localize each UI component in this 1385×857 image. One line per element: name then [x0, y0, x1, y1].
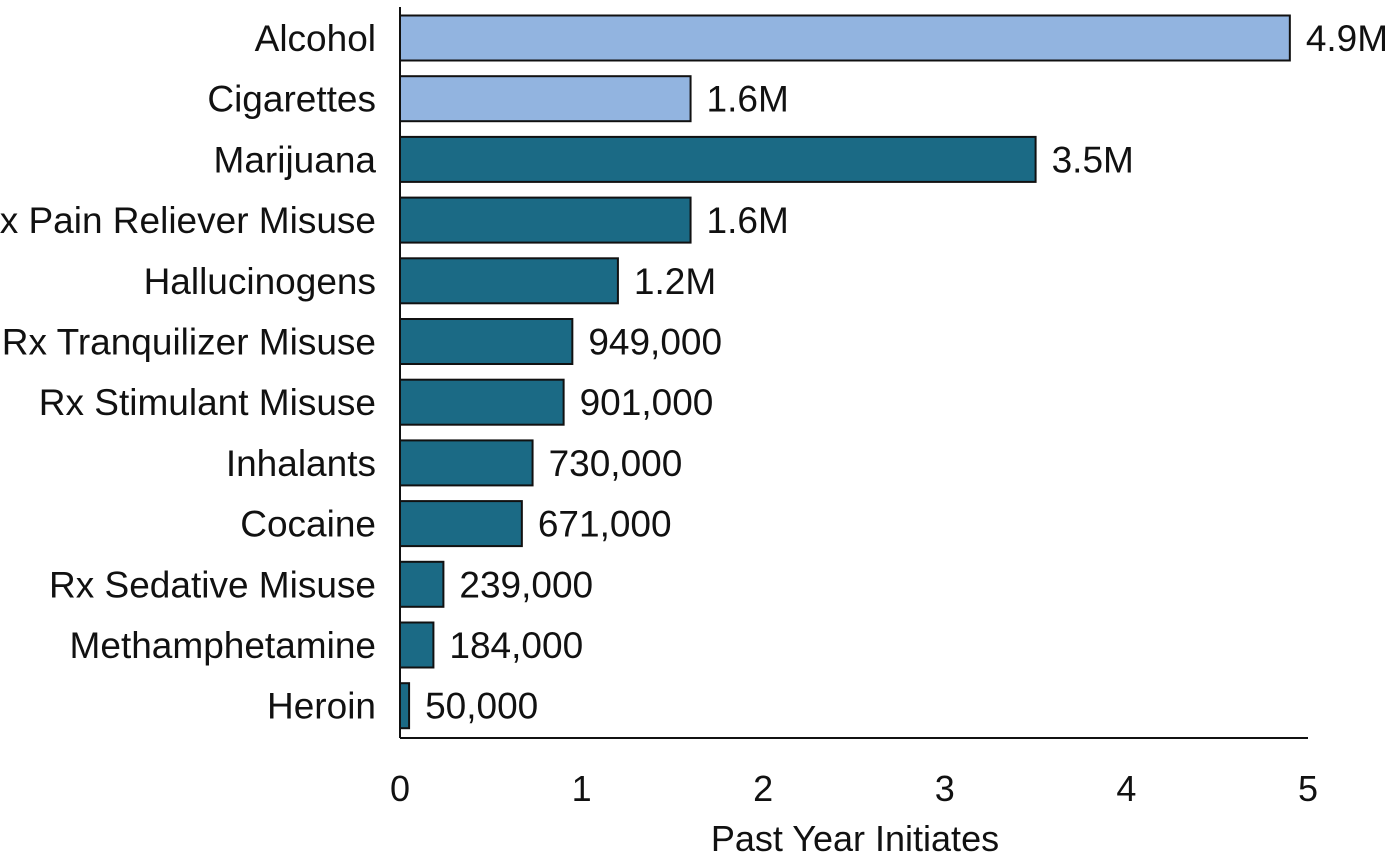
bar-cocaine — [399, 500, 523, 548]
bar-hallucinogens — [399, 257, 619, 305]
value-label-inhalants: 730,000 — [549, 443, 683, 484]
value-label-rx-pain-reliever-misuse: 1.6M — [707, 200, 789, 241]
bar-inhalants — [399, 439, 534, 487]
value-label-cigarettes: 1.6M — [707, 79, 789, 120]
bar-methamphetamine — [399, 621, 435, 669]
x-tick-label-0: 0 — [390, 768, 410, 809]
x-tick-label-2: 2 — [753, 768, 773, 809]
bar-rx-stimulant-misuse — [399, 378, 565, 426]
bar-heroin — [399, 682, 411, 730]
value-label-heroin: 50,000 — [425, 686, 538, 727]
bar-rx-tranquilizer-misuse — [399, 318, 574, 365]
bar-marijuana — [399, 135, 1037, 183]
value-label-cocaine: 671,000 — [538, 504, 672, 545]
category-label-hallucinogens: Hallucinogens — [144, 261, 376, 302]
value-label-alcohol: 4.9M — [1306, 18, 1385, 59]
value-label-rx-tranquilizer-misuse: 949,000 — [588, 322, 722, 363]
category-label-cigarettes: Cigarettes — [207, 79, 376, 120]
bar-cigarettes — [399, 75, 692, 123]
x-tick-label-3: 3 — [935, 768, 955, 809]
category-label-rx-sedative-misuse: Rx Sedative Misuse — [49, 564, 376, 605]
category-label-cocaine: Cocaine — [240, 504, 376, 545]
x-tick-label-5: 5 — [1298, 768, 1318, 809]
axes-layer — [399, 7, 1308, 739]
category-label-heroin: Heroin — [267, 686, 376, 727]
labels-layer: Alcohol 4.9M Cigarettes 1.6M Marijuana 3.5M Rx… — [0, 18, 1385, 727]
value-label-marijuana: 3.5M — [1052, 139, 1134, 180]
category-label-methamphetamine: Methamphetamine — [70, 625, 376, 666]
category-label-rx-tranquilizer-misuse: Rx Tranquilizer Misuse — [2, 322, 376, 363]
value-label-hallucinogens: 1.2M — [634, 261, 716, 302]
category-label-alcohol: Alcohol — [255, 18, 376, 59]
bars-layer — [399, 14, 1291, 730]
bar-rx-sedative-misuse — [399, 560, 445, 608]
x-axis-title: Past Year Initiates — [711, 818, 999, 857]
category-label-inhalants: Inhalants — [226, 443, 376, 484]
category-label-rx-stimulant-misuse: Rx Stimulant Misuse — [39, 382, 376, 423]
bar-alcohol — [399, 14, 1291, 62]
category-label-marijuana: Marijuana — [214, 139, 377, 180]
bar-rx-pain-reliever-misuse — [399, 196, 692, 244]
value-label-methamphetamine: 184,000 — [449, 625, 583, 666]
value-label-rx-sedative-misuse: 239,000 — [459, 564, 593, 605]
x-tick-label-4: 4 — [1116, 768, 1136, 809]
category-label-rx-pain-reliever-misuse: Rx Pain Reliever Misuse — [0, 200, 376, 241]
x-tick-label-1: 1 — [572, 768, 592, 809]
x-ticks-layer: 0 1 2 3 4 5 — [390, 768, 1318, 809]
value-label-rx-stimulant-misuse: 901,000 — [580, 382, 714, 423]
